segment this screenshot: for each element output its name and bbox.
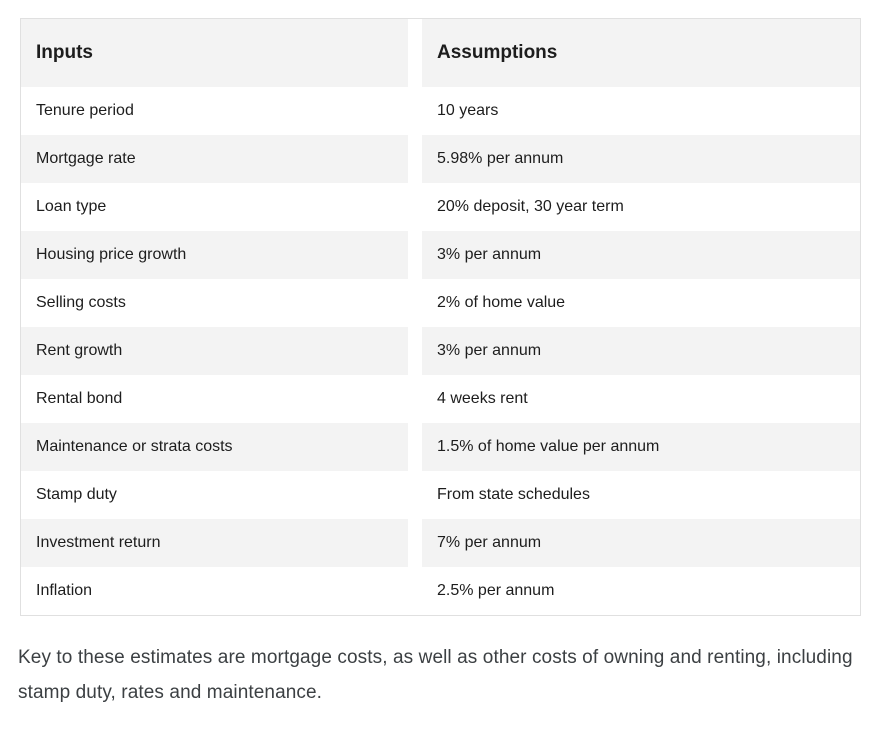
table-row: Investment return 7% per annum [21,519,860,567]
input-cell: Inflation [21,567,422,615]
assumption-cell: From state schedules [422,471,860,519]
table-header-row: Inputs Assumptions [21,19,860,87]
input-cell: Selling costs [21,279,422,327]
table-row: Housing price growth 3% per annum [21,231,860,279]
input-cell: Rent growth [21,327,422,375]
table-header-assumptions: Assumptions [422,19,860,87]
input-cell: Stamp duty [21,471,422,519]
input-cell: Housing price growth [21,231,422,279]
assumption-cell: 3% per annum [422,231,860,279]
table-header-inputs: Inputs [21,19,422,87]
input-cell: Rental bond [21,375,422,423]
table-row: Tenure period 10 years [21,87,860,135]
table-row: Maintenance or strata costs 1.5% of home… [21,423,860,471]
assumption-cell: 3% per annum [422,327,860,375]
input-cell: Investment return [21,519,422,567]
assumption-cell: 7% per annum [422,519,860,567]
assumption-cell: 10 years [422,87,860,135]
table-row: Loan type 20% deposit, 30 year term [21,183,860,231]
assumption-cell: 2% of home value [422,279,860,327]
table-row: Rental bond 4 weeks rent [21,375,860,423]
table-row: Stamp duty From state schedules [21,471,860,519]
assumption-cell: 4 weeks rent [422,375,860,423]
table-row: Selling costs 2% of home value [21,279,860,327]
input-cell: Maintenance or strata costs [21,423,422,471]
assumption-cell: 20% deposit, 30 year term [422,183,860,231]
table-row: Rent growth 3% per annum [21,327,860,375]
table-row: Inflation 2.5% per annum [21,567,860,615]
input-cell: Tenure period [21,87,422,135]
assumption-cell: 5.98% per annum [422,135,860,183]
assumptions-table: Inputs Assumptions Tenure period 10 year… [20,18,861,616]
assumption-cell: 2.5% per annum [422,567,860,615]
table-body: Tenure period 10 years Mortgage rate 5.9… [21,87,860,615]
assumption-cell: 1.5% of home value per annum [422,423,860,471]
page-root: Inputs Assumptions Tenure period 10 year… [0,18,884,738]
table-header: Inputs Assumptions [21,19,860,87]
input-cell: Mortgage rate [21,135,422,183]
input-cell: Loan type [21,183,422,231]
description-paragraph: Key to these estimates are mortgage cost… [18,647,853,703]
table-row: Mortgage rate 5.98% per annum [21,135,860,183]
